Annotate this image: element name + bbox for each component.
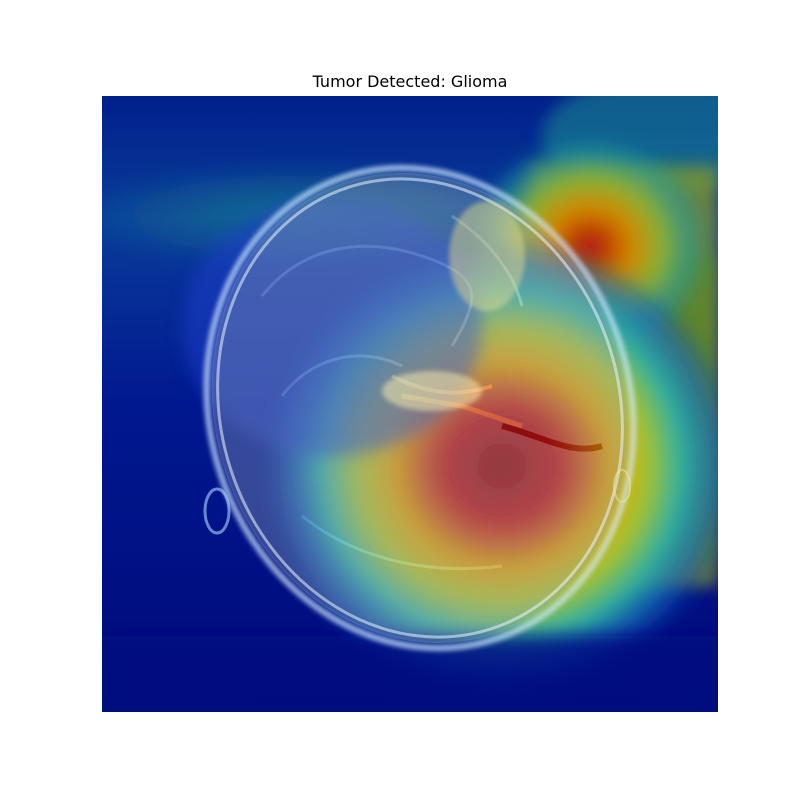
mri-heatmap-image xyxy=(102,96,718,712)
figure-title: Tumor Detected: Glioma xyxy=(312,72,508,91)
